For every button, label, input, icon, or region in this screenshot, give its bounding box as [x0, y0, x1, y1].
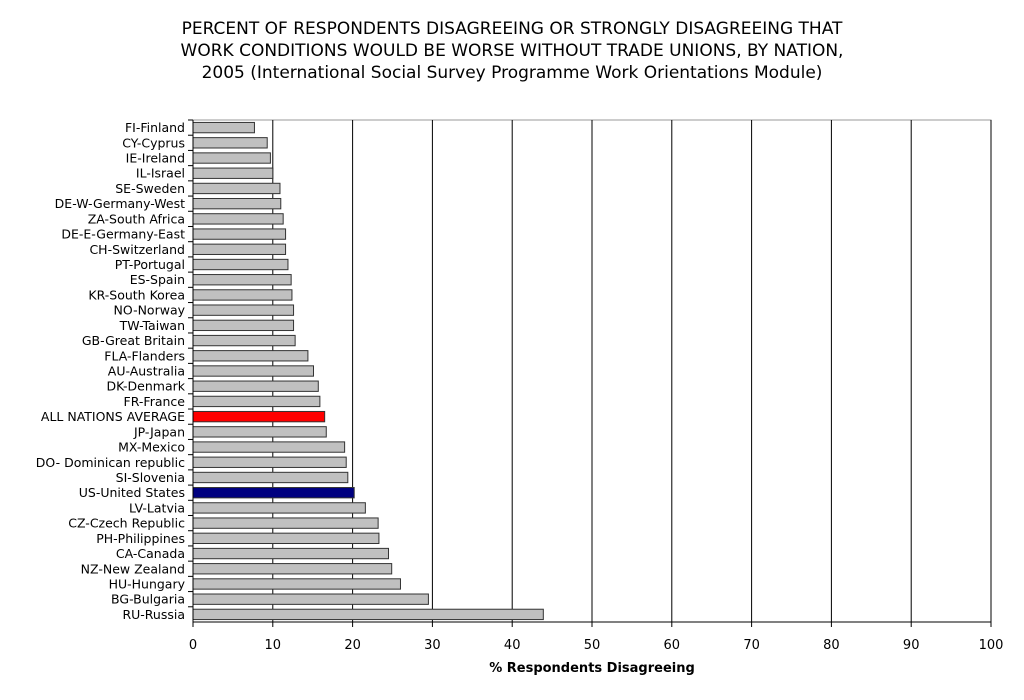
category-label: DK-Denmark	[107, 379, 186, 394]
category-label: GB-Great Britain	[82, 333, 185, 348]
category-label: IL-Israel	[136, 166, 185, 181]
bar-us-united-states	[192, 487, 355, 499]
bar-jp-japan	[192, 426, 327, 438]
bar-pt-portugal	[192, 258, 289, 271]
bar-cy-cyprus	[192, 137, 268, 149]
category-label: CH-Switzerland	[89, 242, 185, 257]
x-tick-label: 80	[823, 638, 840, 653]
bar-fr-france	[192, 395, 321, 408]
bar-si-slovenia	[192, 471, 349, 484]
bar-gb-great-britain	[192, 334, 296, 347]
x-tick-label: 70	[743, 638, 760, 653]
category-label: JP-Japan	[133, 424, 185, 439]
x-tick-label: 90	[903, 638, 920, 653]
category-label: DE-W-Germany-West	[55, 196, 185, 211]
bar-au-australia	[192, 365, 314, 377]
x-tick-label: 20	[344, 638, 361, 653]
bar-all-nations-average	[192, 410, 326, 423]
category-label: US-United States	[79, 485, 185, 500]
category-label: PH-Philippines	[96, 531, 185, 546]
category-label: RU-Russia	[122, 607, 185, 622]
x-tick-label: 30	[424, 638, 441, 653]
x-tick-label: 40	[504, 638, 521, 653]
category-label: PT-Portugal	[115, 257, 185, 272]
bar-no-norway	[192, 304, 295, 316]
bar-de-e-germany-east	[192, 228, 287, 240]
x-tick-label: 10	[265, 638, 282, 653]
category-label: ES-Spain	[130, 272, 185, 287]
category-label: ALL NATIONS AVERAGE	[41, 409, 185, 424]
category-label: ZA-South Africa	[88, 211, 185, 226]
bar-se-sweden	[192, 182, 281, 195]
x-tick-label: 100	[979, 638, 1004, 653]
bar-tw-taiwan	[192, 319, 295, 332]
title-line-1: PERCENT OF RESPONDENTS DISAGREEING OR ST…	[181, 19, 843, 39]
bar-mx-mexico	[192, 441, 346, 453]
category-label: KR-South Korea	[88, 287, 185, 302]
bar-za-south-africa	[192, 213, 284, 225]
x-tick-label: 0	[189, 638, 197, 653]
bar-fla-flanders	[192, 350, 309, 362]
bar-es-spain	[192, 274, 292, 286]
category-label: NO-Norway	[114, 303, 186, 318]
category-label: FI-Finland	[125, 120, 185, 135]
category-label: SI-Slovenia	[116, 470, 185, 485]
title-line-3: 2005 (International Social Survey Progra…	[201, 63, 823, 83]
category-label: IE-Ireland	[126, 151, 185, 166]
category-label: CY-Cyprus	[122, 135, 185, 150]
bar-ie-ireland	[192, 152, 271, 164]
category-label: CA-Canada	[116, 546, 185, 561]
bar-fi-finland	[192, 121, 255, 134]
bar-de-w-germany-west	[192, 197, 282, 210]
category-label: LV-Latvia	[129, 500, 185, 515]
bar-do-dominican-republic	[192, 456, 347, 468]
bar-cz-czech-republic	[192, 517, 379, 529]
bar-ch-switzerland	[192, 243, 287, 255]
category-label: AU-Australia	[108, 364, 185, 379]
category-label: FR-France	[124, 394, 186, 409]
category-label: DE-E-Germany-East	[61, 227, 185, 242]
category-label: DO- Dominican republic	[36, 455, 185, 470]
category-label: FLA-Flanders	[104, 348, 185, 363]
x-tick-label: 50	[584, 638, 601, 653]
x-axis-label: % Respondents Disagreeing	[489, 661, 695, 676]
category-label: BG-Bulgaria	[111, 592, 185, 607]
chart-title: PERCENT OF RESPONDENTS DISAGREEING OR ST…	[0, 18, 1024, 84]
title-line-2: WORK CONDITIONS WOULD BE WORSE WITHOUT T…	[180, 41, 844, 61]
category-label: MX-Mexico	[118, 440, 185, 455]
bar-nz-new-zealand	[192, 563, 393, 575]
bar-il-israel	[192, 167, 274, 179]
category-label: CZ-Czech Republic	[68, 516, 185, 531]
x-tick-label: 60	[664, 638, 681, 653]
bar-hu-hungary	[192, 578, 401, 590]
category-label: HU-Hungary	[109, 576, 186, 591]
bar-dk-denmark	[192, 380, 319, 392]
bar-ca-canada	[192, 547, 390, 560]
category-label: TW-Taiwan	[119, 318, 185, 333]
category-label: SE-Sweden	[115, 181, 185, 196]
bar-ph-philippines	[192, 532, 380, 545]
category-label: NZ-New Zealand	[81, 561, 185, 576]
bar-lv-latvia	[192, 502, 366, 514]
bar-ru-russia	[192, 608, 544, 621]
bar-bg-bulgaria	[192, 593, 429, 605]
bar-kr-south-korea	[192, 289, 293, 301]
